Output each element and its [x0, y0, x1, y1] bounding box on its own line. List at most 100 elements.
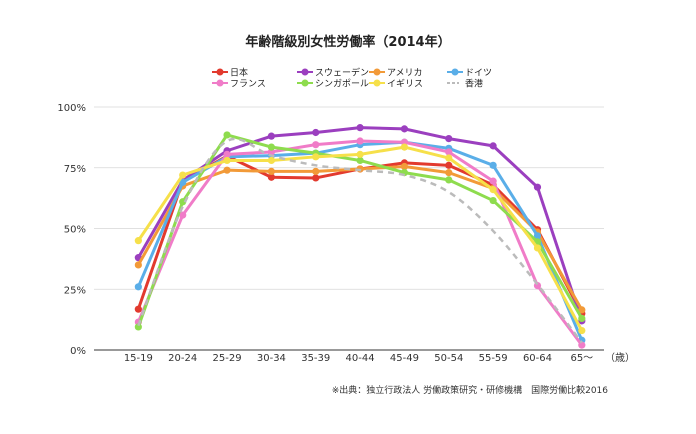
series-layer	[134, 124, 586, 349]
data-point	[445, 161, 453, 169]
data-point	[312, 174, 320, 182]
series-line	[137, 165, 584, 311]
data-point	[400, 162, 409, 171]
data-point	[445, 176, 453, 184]
x-tick-label: 55-59	[479, 353, 508, 364]
data-point	[356, 156, 364, 165]
x-tick-label: 25-29	[213, 353, 242, 364]
data-point	[445, 148, 453, 156]
y-axis: 0% 25% 50% 75% 100%	[57, 103, 86, 357]
data-point	[312, 128, 320, 137]
legend-label: シンガポール	[315, 79, 369, 90]
y-tick-label: 100%	[57, 103, 86, 114]
series-group	[134, 131, 586, 331]
series-line	[137, 137, 583, 344]
data-point	[223, 131, 231, 139]
data-point	[489, 161, 497, 169]
y-tick-label: 50%	[64, 225, 86, 236]
y-tick-label: 75%	[64, 164, 86, 175]
legend-swatch-marker	[216, 79, 224, 87]
data-point	[356, 124, 364, 132]
data-point	[134, 283, 142, 291]
legend-item: スウェーデン	[297, 67, 369, 79]
data-point	[312, 153, 320, 161]
data-point	[134, 237, 142, 245]
data-point	[489, 142, 497, 150]
gridlines	[94, 106, 604, 351]
data-point	[533, 232, 542, 240]
data-point	[312, 167, 320, 175]
x-tick-label: 15-19	[124, 353, 153, 364]
data-point	[267, 167, 275, 175]
data-point	[179, 211, 187, 219]
data-point	[445, 154, 453, 162]
data-point	[223, 156, 231, 165]
x-tick-label: 20-24	[168, 353, 197, 364]
legend-item: 香港	[447, 78, 483, 90]
legend-label: ドイツ	[465, 69, 492, 79]
series-group	[137, 137, 583, 344]
x-tick-label: 30-34	[257, 353, 286, 364]
x-tick-label: 45-49	[390, 353, 419, 364]
legend-item: イギリス	[369, 79, 423, 90]
data-point	[578, 306, 586, 314]
data-point	[267, 132, 275, 140]
legend-label: アメリカ	[387, 68, 423, 79]
data-point	[134, 261, 142, 269]
legend-label: 香港	[465, 78, 483, 90]
data-point	[400, 143, 409, 151]
data-point	[267, 173, 275, 181]
data-point	[179, 198, 187, 206]
data-point	[134, 305, 142, 313]
legend-label: イギリス	[387, 79, 423, 90]
data-point	[445, 169, 453, 177]
legend-item: ドイツ	[447, 68, 492, 79]
data-point	[267, 143, 275, 151]
x-tick-label: 50-54	[434, 353, 463, 364]
legend-swatch-marker	[451, 68, 459, 76]
x-tick-label: 40-44	[346, 353, 375, 364]
data-point	[356, 150, 364, 158]
x-tick-label: 65〜	[570, 353, 593, 364]
data-point	[312, 141, 320, 149]
legend-swatch-marker	[301, 68, 309, 76]
legend-item: フランス	[212, 79, 266, 90]
legend-label: フランス	[230, 79, 266, 90]
legend-item: アメリカ	[369, 68, 423, 79]
data-point	[267, 156, 275, 165]
legend-swatch-marker	[373, 68, 381, 76]
data-point	[533, 183, 542, 191]
x-tick-label: 35-39	[301, 353, 330, 364]
legend-swatch-marker	[301, 79, 309, 87]
data-point	[179, 178, 187, 186]
chart-title: 年齢階級別女性労働率（2014年）	[245, 34, 450, 50]
data-point	[489, 177, 497, 185]
data-point	[179, 171, 187, 179]
data-point	[400, 125, 409, 133]
data-point	[223, 166, 231, 174]
data-point	[489, 186, 497, 194]
data-point	[489, 196, 497, 205]
series-line	[137, 145, 584, 332]
y-tick-label: 0%	[70, 346, 86, 357]
data-point	[134, 323, 142, 331]
legend-label: 日本	[230, 67, 248, 79]
legend-label: スウェーデン	[315, 67, 369, 79]
data-point	[533, 244, 542, 252]
data-point	[445, 134, 453, 143]
legend-swatch-marker	[373, 79, 381, 87]
series-group	[134, 152, 586, 318]
data-point	[578, 314, 586, 323]
series-group	[134, 143, 586, 335]
legend-item: シンガポール	[297, 79, 369, 90]
data-point	[578, 326, 586, 335]
legend-item: 日本	[212, 67, 248, 79]
x-tick-label: 60-64	[523, 353, 552, 364]
data-point	[356, 137, 364, 145]
data-point	[223, 150, 231, 158]
x-axis: 15-19 20-24 25-29 30-34 35-39 40-44 45-49 50-54…	[124, 353, 593, 364]
source-note: ※出典：独立行政法人 労働政策研究・研修機構 国際労働比較2016	[332, 384, 609, 396]
